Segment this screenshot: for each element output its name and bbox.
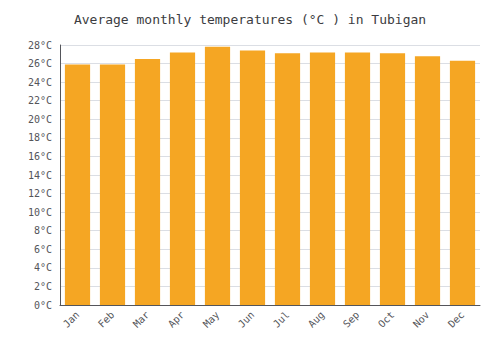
svg-text:6°C: 6°C: [34, 244, 52, 255]
svg-text:Oct: Oct: [376, 309, 397, 330]
svg-text:26°C: 26°C: [28, 58, 52, 69]
svg-text:Apr: Apr: [166, 309, 187, 330]
svg-text:14°C: 14°C: [28, 170, 52, 181]
svg-text:Jan: Jan: [61, 309, 82, 330]
svg-text:12°C: 12°C: [28, 188, 52, 199]
svg-text:May: May: [201, 309, 222, 330]
svg-text:0°C: 0°C: [34, 300, 52, 311]
svg-text:Mar: Mar: [131, 309, 152, 330]
svg-text:22°C: 22°C: [28, 95, 52, 106]
svg-text:28°C: 28°C: [28, 40, 52, 51]
svg-text:Nov: Nov: [411, 309, 432, 330]
svg-text:4°C: 4°C: [34, 262, 52, 273]
svg-text:Jun: Jun: [236, 309, 257, 330]
svg-text:24°C: 24°C: [28, 77, 52, 88]
svg-text:Sep: Sep: [341, 309, 362, 330]
svg-text:2°C: 2°C: [34, 281, 52, 292]
svg-text:10°C: 10°C: [28, 207, 52, 218]
svg-text:20°C: 20°C: [28, 114, 52, 125]
svg-text:18°C: 18°C: [28, 132, 52, 143]
svg-text:Jul: Jul: [271, 309, 292, 330]
svg-text:8°C: 8°C: [34, 225, 52, 236]
svg-text:Feb: Feb: [96, 309, 117, 330]
svg-text:Average monthly temperatures (: Average monthly temperatures (°C ) in Tu…: [74, 12, 426, 27]
svg-text:16°C: 16°C: [28, 151, 52, 162]
svg-text:Dec: Dec: [446, 309, 467, 330]
svg-text:Aug: Aug: [306, 309, 327, 330]
